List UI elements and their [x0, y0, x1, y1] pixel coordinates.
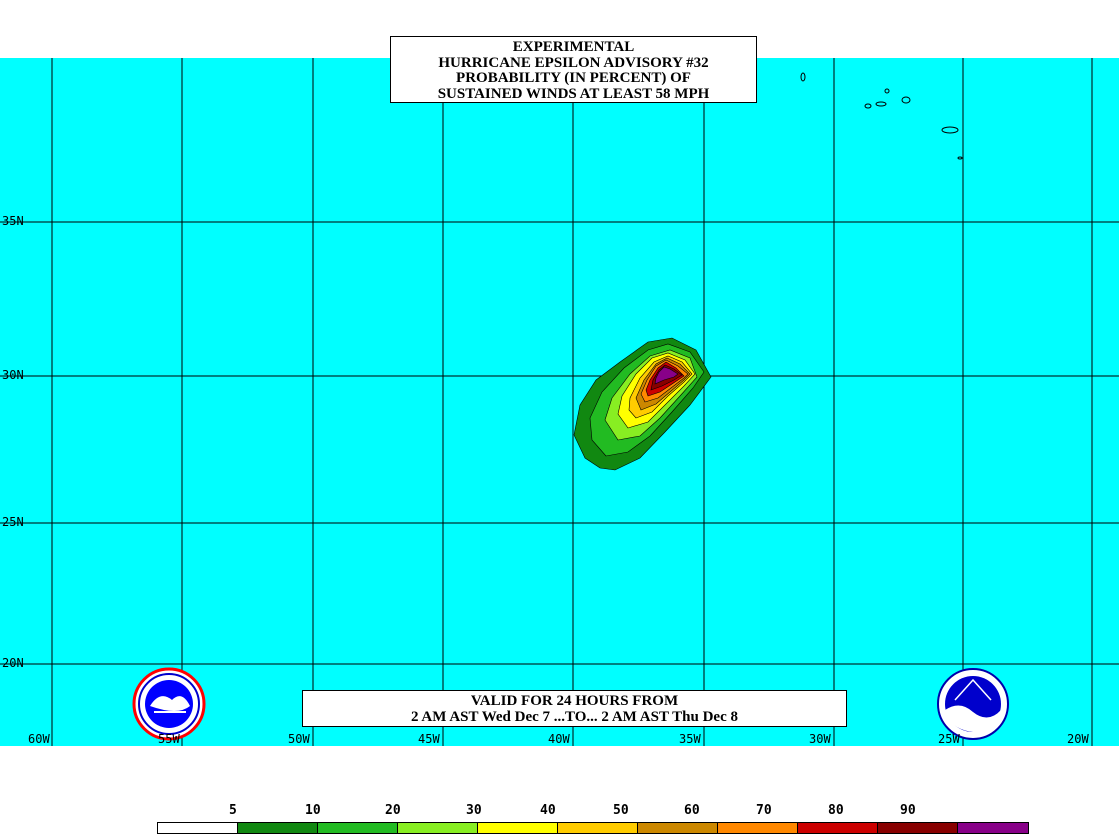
legend-swatch-2 — [318, 823, 398, 833]
lon-label-30w: 30W — [809, 732, 831, 746]
legend-label-90: 90 — [900, 803, 916, 818]
legend-swatch-9 — [878, 823, 958, 833]
legend-label-70: 70 — [756, 803, 772, 818]
legend-swatch-5 — [558, 823, 638, 833]
legend-swatch-0 — [158, 823, 238, 833]
legend-swatch-4 — [478, 823, 558, 833]
lat-label-25n: 25N — [2, 515, 24, 529]
legend-label-80: 80 — [828, 803, 844, 818]
title-line-3: PROBABILITY (IN PERCENT) OF — [456, 70, 691, 86]
valid-line-1: VALID FOR 24 HOURS FROM — [470, 693, 679, 709]
legend-swatch-7 — [718, 823, 798, 833]
lon-label-20w: 20W — [1067, 732, 1089, 746]
legend-swatch-6 — [638, 823, 718, 833]
nws-logo — [132, 667, 206, 741]
legend-label-30: 30 — [466, 803, 482, 818]
valid-line-2: 2 AM AST Wed Dec 7 ...TO... 2 AM AST Thu… — [410, 708, 738, 725]
azores-islands — [800, 72, 963, 160]
lat-label-20n: 20N — [2, 656, 24, 670]
legend-swatch-8 — [798, 823, 878, 833]
legend-label-5: 5 — [229, 803, 237, 818]
lat-label-30n: 30N — [2, 368, 24, 382]
legend-label-10: 10 — [305, 803, 321, 818]
lon-label-55w: 55W — [158, 732, 180, 746]
valid-period-box: VALID FOR 24 HOURS FROM 2 AM AST Wed Dec… — [302, 690, 847, 727]
lon-label-60w: 60W — [28, 732, 50, 746]
lat-label-35n: 35N — [2, 214, 24, 228]
lon-label-50w: 50W — [288, 732, 310, 746]
lon-label-45w: 45W — [418, 732, 440, 746]
legend-label-60: 60 — [684, 803, 700, 818]
legend-label-20: 20 — [385, 803, 401, 818]
lon-label-35w: 35W — [679, 732, 701, 746]
legend-label-40: 40 — [540, 803, 556, 818]
legend-swatch-1 — [238, 823, 318, 833]
title-line-2: HURRICANE EPSILON ADVISORY #32 — [438, 54, 709, 71]
longitude-gridlines — [51, 58, 1093, 746]
lon-label-25w: 25W — [938, 732, 960, 746]
ocean-area — [0, 58, 1119, 746]
title-box: EXPERIMENTAL HURRICANE EPSILON ADVISORY … — [390, 36, 757, 103]
title-line-1: EXPERIMENTAL — [512, 39, 635, 55]
probability-contours — [573, 337, 712, 471]
legend-swatch-3 — [398, 823, 478, 833]
legend-swatch-10 — [958, 823, 1028, 833]
legend-color-bar — [157, 822, 1029, 834]
noaa-logo — [937, 668, 1009, 740]
title-line-4: SUSTAINED WINDS AT LEAST 58 MPH — [437, 85, 710, 102]
latitude-gridlines — [0, 221, 1119, 665]
lon-label-40w: 40W — [548, 732, 570, 746]
legend-label-50: 50 — [613, 803, 629, 818]
